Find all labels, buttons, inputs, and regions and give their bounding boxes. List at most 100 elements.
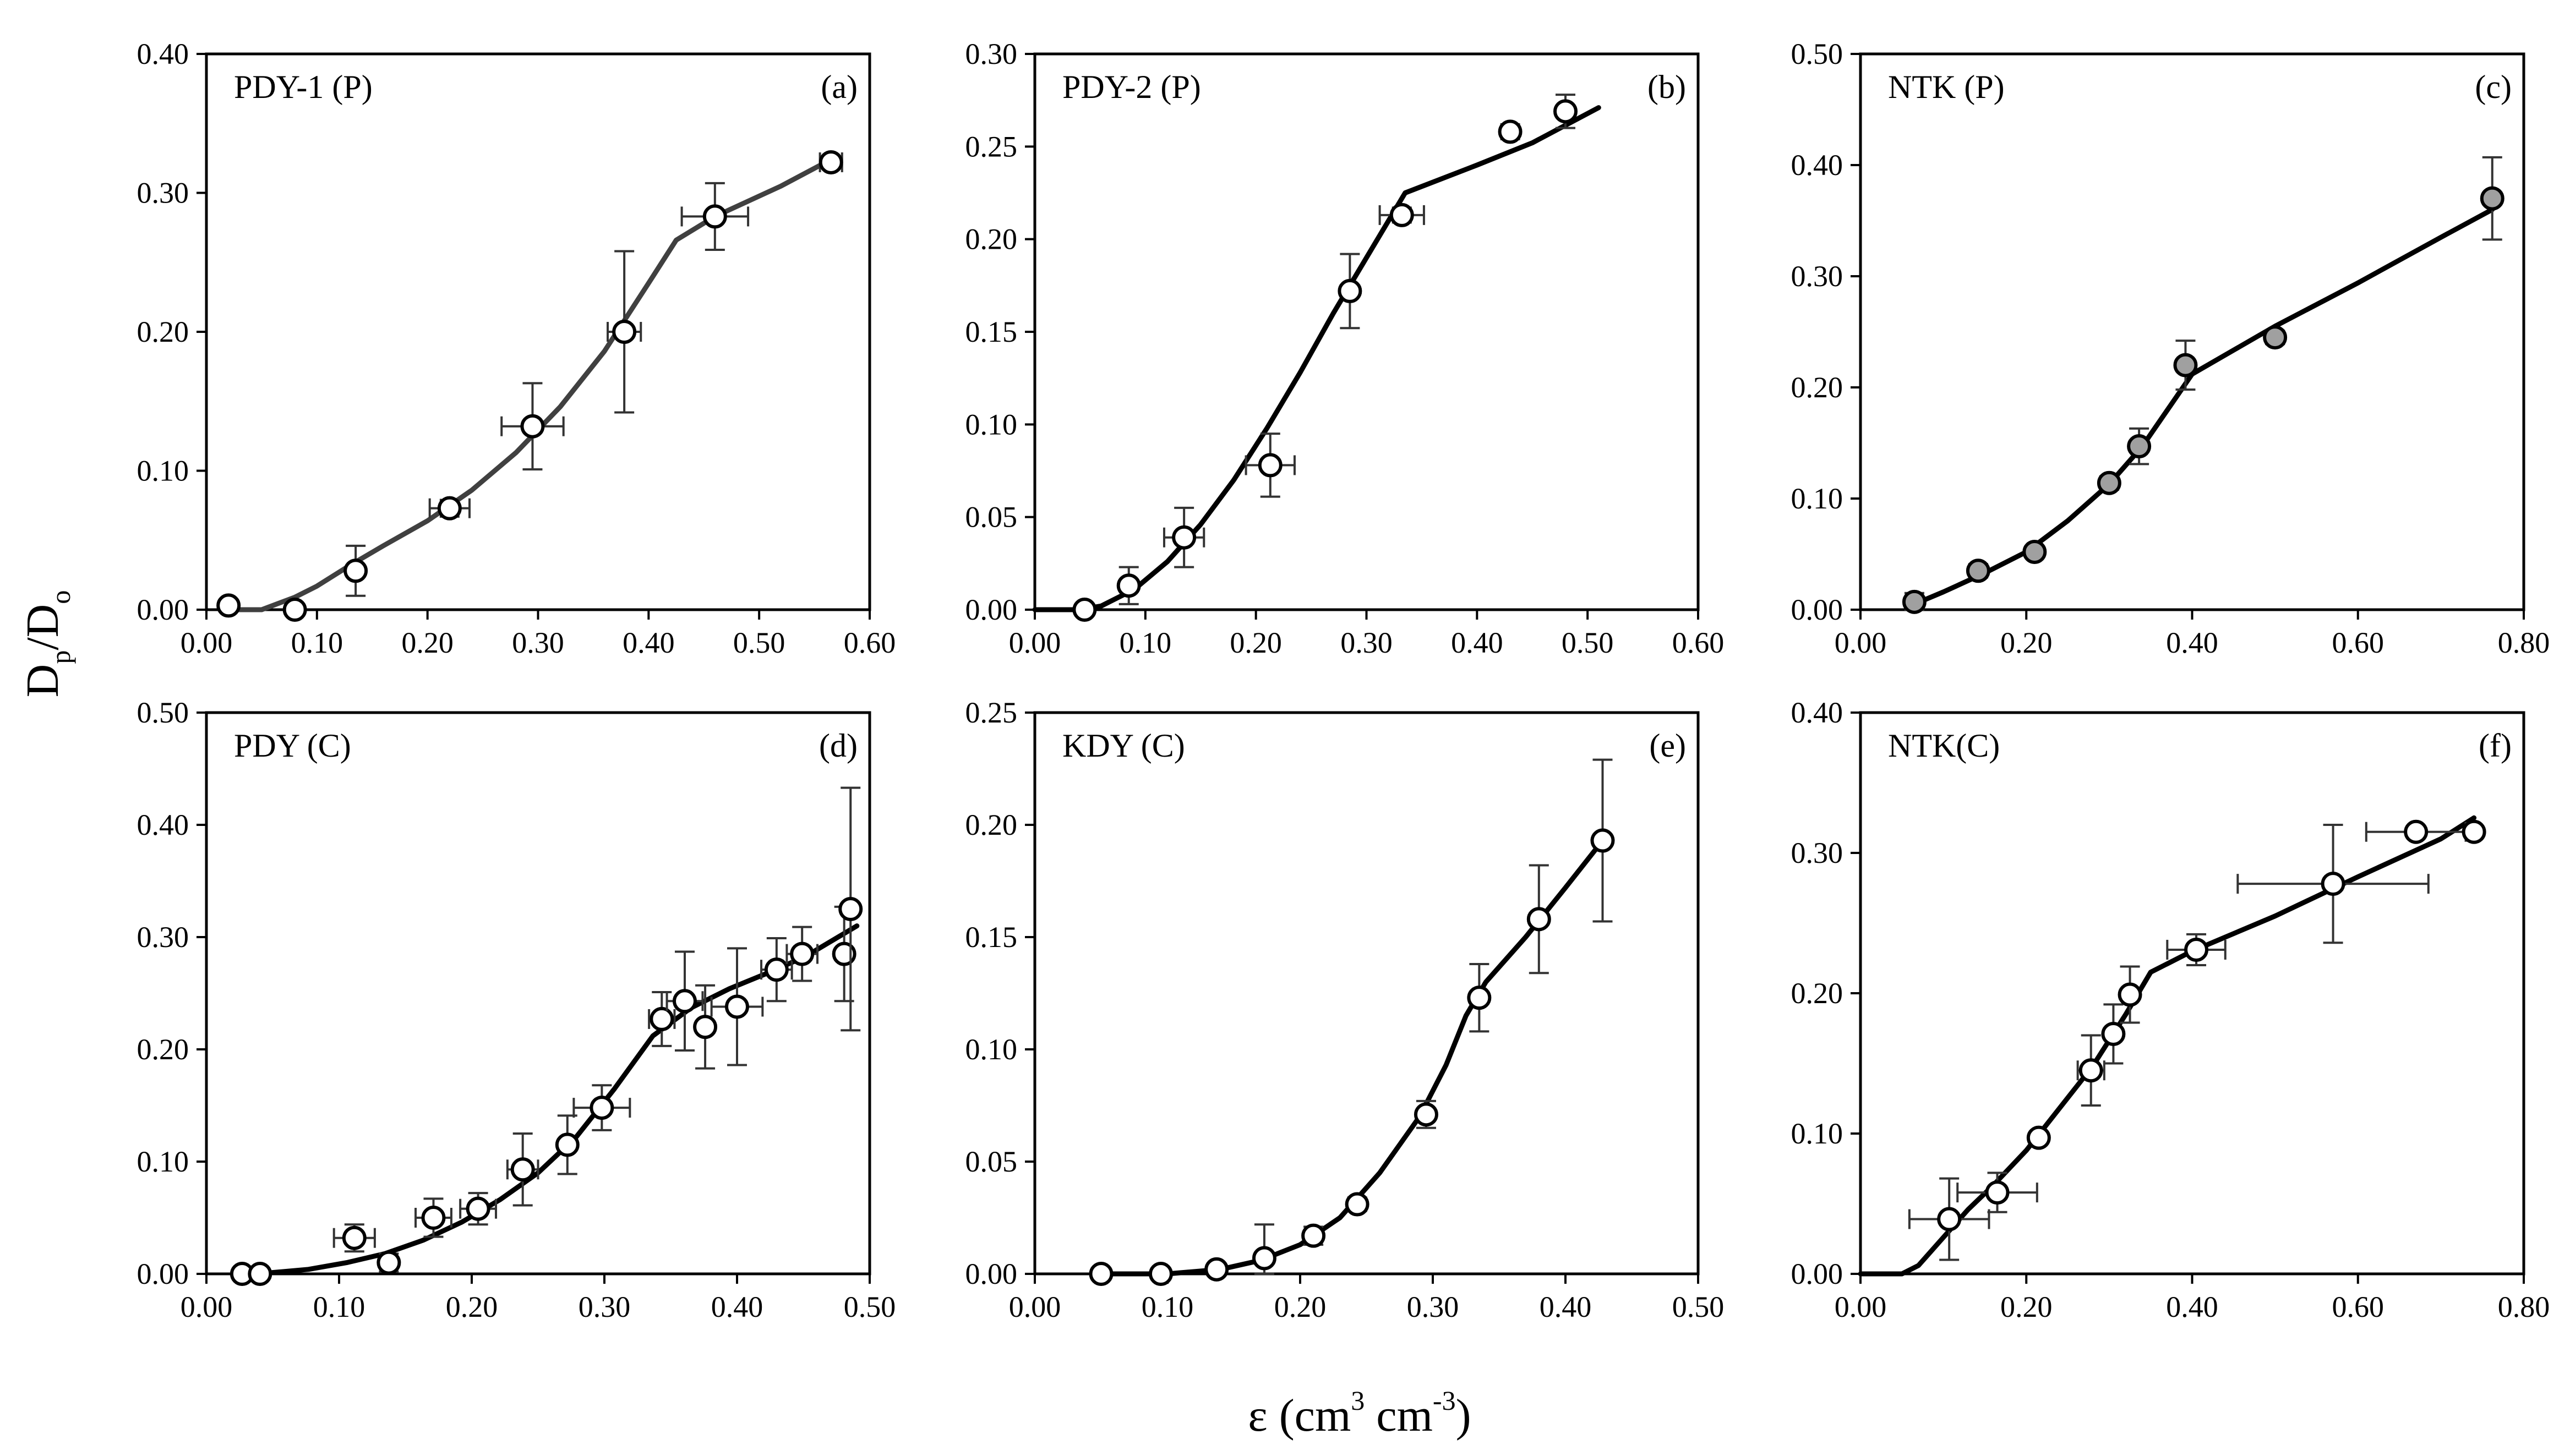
data-point	[2480, 156, 2504, 241]
data-marker	[1204, 1257, 1229, 1282]
data-marker	[2097, 470, 2121, 495]
data-point	[2022, 539, 2047, 564]
data-marker	[650, 1006, 674, 1031]
y-tick-label: 0.50	[1791, 37, 1843, 70]
data-point	[1553, 94, 1578, 129]
data-marker	[1252, 1246, 1276, 1271]
data-marker	[555, 1132, 580, 1157]
data-point	[2166, 933, 2227, 966]
data-point	[2173, 340, 2198, 391]
panel-tag: (a)	[821, 69, 858, 105]
y-tick-label: 0.15	[965, 315, 1018, 348]
data-point	[1498, 119, 1523, 144]
fit-curve	[226, 157, 834, 612]
x-tick-label: 0.30	[1407, 1290, 1459, 1323]
data-marker	[1553, 99, 1578, 124]
data-point	[1378, 202, 1425, 227]
y-tick-label: 0.30	[1791, 260, 1843, 293]
x-tick-label: 0.10	[291, 626, 343, 659]
data-marker	[1966, 559, 1990, 583]
data-marker	[1902, 589, 1927, 614]
data-point	[648, 990, 676, 1047]
x-tick-label: 0.60	[2332, 1290, 2385, 1323]
data-marker	[2404, 819, 2429, 844]
data-marker	[2173, 353, 2198, 377]
data-marker	[702, 204, 727, 229]
data-marker	[764, 957, 789, 982]
x-tick-label: 0.00	[1009, 1290, 1061, 1323]
data-marker	[1072, 598, 1097, 622]
x-tick-label: 0.40	[1451, 626, 1503, 659]
y-tick-label: 0.00	[965, 1257, 1018, 1290]
x-tick-label: 0.20	[2000, 626, 2053, 659]
x-tick-label: 0.60	[2332, 626, 2385, 659]
x-tick-label: 0.40	[2166, 626, 2218, 659]
data-point	[2127, 427, 2152, 466]
data-marker	[1338, 278, 1362, 303]
data-marker	[1258, 453, 1283, 478]
data-point	[1526, 864, 1551, 975]
y-tick-label: 0.20	[137, 1033, 189, 1066]
x-tick-label: 0.20	[1274, 1290, 1327, 1323]
data-point	[607, 250, 642, 414]
data-point	[459, 1192, 498, 1226]
y-tick-label: 0.40	[137, 37, 189, 70]
panel-tag: (d)	[819, 727, 858, 764]
data-point	[2026, 1125, 2051, 1150]
data-point	[1245, 433, 1296, 498]
y-tick-label: 0.10	[965, 408, 1018, 441]
data-point	[2118, 965, 2142, 1024]
x-tick-label: 0.00	[1835, 626, 1887, 659]
data-marker	[2184, 937, 2209, 962]
x-tick-label: 0.30	[512, 626, 564, 659]
data-point	[2101, 1003, 2126, 1065]
data-marker	[693, 1015, 718, 1039]
x-tick-label: 0.50	[1562, 626, 1614, 659]
data-point	[1956, 1172, 2038, 1213]
data-marker	[421, 1206, 446, 1230]
panel-6: 0.00 0.20 0.40 0.60 0.80 0.00 0.10 0.20 0.30 0.40…	[1791, 696, 2550, 1323]
panel-tag: (f)	[2479, 727, 2512, 764]
y-tick-label: 0.10	[965, 1033, 1018, 1066]
y-tick-label: 0.30	[1791, 836, 1843, 869]
y-axis-label-text: Dp/Do	[17, 590, 76, 698]
data-point	[343, 544, 368, 597]
data-marker	[248, 1262, 272, 1286]
x-tick-label: 0.80	[2498, 1290, 2550, 1323]
x-tick-label: 0.20	[1230, 626, 1282, 659]
data-point	[555, 1114, 580, 1175]
x-axis-label: ε (cm3 cm-3)	[1248, 1385, 1471, 1441]
data-point	[216, 593, 241, 618]
data-marker	[1301, 1223, 1326, 1248]
data-marker	[1089, 1262, 1114, 1286]
panel-title: PDY-2 (P)	[1062, 69, 1201, 105]
data-marker	[342, 1225, 367, 1250]
data-point	[819, 150, 843, 174]
data-marker	[2026, 1125, 2051, 1150]
data-marker	[1414, 1102, 1438, 1127]
data-marker	[2480, 186, 2504, 211]
panel-title: NTK(C)	[1888, 727, 2000, 764]
x-tick-label: 0.40	[623, 626, 675, 659]
data-marker	[466, 1196, 490, 1221]
data-marker	[1937, 1207, 1962, 1231]
panel-5: 0.00 0.10 0.20 0.30 0.40 0.50 0.00 0.05 0.10 0.15…	[965, 696, 1725, 1323]
data-point	[2097, 470, 2121, 495]
x-tick-label: 0.30	[579, 1290, 631, 1323]
data-point	[680, 182, 750, 251]
y-tick-label: 0.05	[965, 501, 1018, 534]
x-tick-label: 0.20	[2000, 1290, 2053, 1323]
panel-2: 0.00 0.10 0.20 0.30 0.40 0.50 0.60 0.00 0.05 0.10…	[965, 37, 1725, 659]
x-tick-label: 0.00	[1835, 1290, 1887, 1323]
y-tick-label: 0.10	[137, 455, 189, 488]
x-tick-label: 0.50	[733, 626, 785, 659]
data-point	[1902, 589, 1927, 614]
data-marker	[1172, 525, 1197, 550]
data-marker	[2022, 539, 2047, 564]
data-marker	[437, 496, 462, 521]
data-point	[710, 947, 764, 1066]
y-tick-label: 0.25	[965, 130, 1018, 163]
x-tick-label: 0.00	[181, 1290, 233, 1323]
y-tick-label: 0.10	[1791, 482, 1843, 515]
